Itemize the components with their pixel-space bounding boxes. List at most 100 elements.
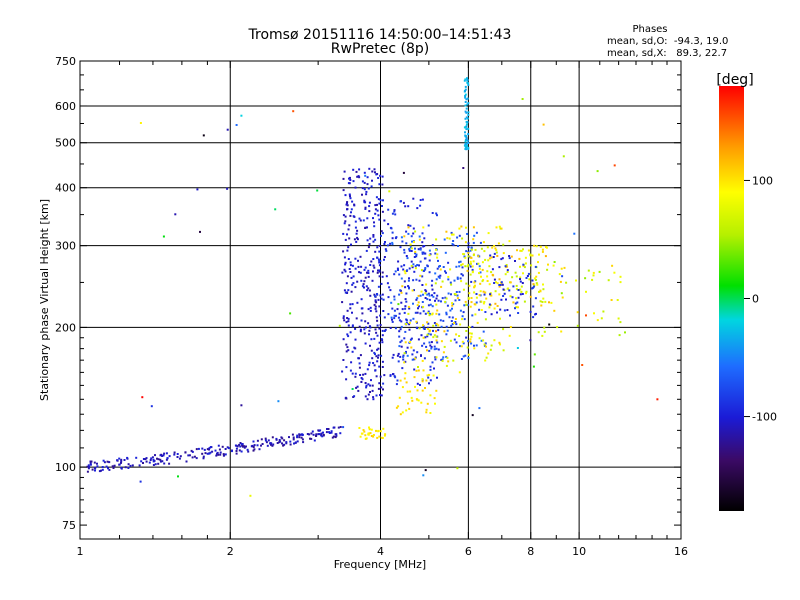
echo-point [455,341,458,344]
echo-point [344,263,347,266]
echo-point [460,225,463,228]
echo-point [459,345,461,348]
echo-point [372,217,374,220]
echo-point [319,429,322,432]
echo-point [361,180,364,183]
echo-point [506,309,509,311]
colorbar-tick-label: -100 [752,411,777,424]
echo-point [397,405,400,408]
echo-point [354,257,357,260]
echo-point [202,455,205,458]
echo-point [351,283,354,286]
echo-point [543,330,546,333]
echo-point [433,345,436,348]
echo-point [258,448,261,451]
echo-point [432,336,435,339]
echo-point [409,243,412,246]
echo-point [392,353,395,356]
echo-point [532,365,535,368]
echo-point [426,349,428,352]
echo-point [419,199,422,201]
echo-point [446,356,449,359]
echo-point [348,224,351,227]
echo-point [429,394,432,397]
echo-point [367,275,370,278]
echo-point [517,312,520,314]
echo-point [418,238,421,241]
echo-point [264,439,267,442]
echo-point [274,208,277,211]
echo-point [404,341,407,344]
echo-point [309,437,311,440]
echo-point [403,235,406,238]
echo-point [525,292,527,295]
echo-point [482,302,485,305]
echo-point [400,301,403,304]
echo-point [521,282,524,284]
echo-point [412,227,415,230]
echo-point [185,460,188,463]
echo-point [393,210,396,213]
echo-point [352,282,355,285]
echo-point [352,215,355,218]
echo-point [468,284,471,287]
echo-point [473,303,476,306]
echo-point [576,324,579,327]
echo-point [356,301,359,304]
echo-point [361,307,364,310]
echo-point [391,231,394,234]
echo-point [520,249,523,252]
echo-point [123,459,126,461]
echo-point [475,344,478,347]
echo-point [484,342,487,345]
echo-point [403,264,406,267]
echo-point [389,242,392,245]
echo-point [373,221,375,224]
echo-point [368,329,371,332]
echo-point [379,394,381,396]
echo-point [154,454,156,457]
echo-point [347,246,350,249]
echo-point [240,114,243,117]
echo-point [165,458,168,461]
echo-point [550,301,553,304]
echo-point [359,435,362,438]
echo-point [413,270,416,273]
echo-point [351,388,354,390]
echo-point [342,359,345,361]
echo-point [310,432,313,435]
echo-point [361,187,364,190]
echo-point [354,220,357,223]
echo-point [471,314,474,317]
echo-point [486,275,489,278]
echo-point [426,298,429,301]
echo-point [394,270,397,273]
echo-point [372,240,375,243]
echo-point [516,249,518,252]
echo-point [538,290,540,293]
echo-point [532,316,535,319]
echo-point [370,185,373,188]
echo-point [484,258,487,261]
echo-point [313,439,316,442]
echo-point [408,287,410,290]
echo-point [374,328,377,331]
echo-point [413,289,415,292]
echo-point [460,280,463,283]
echo-point [478,407,481,410]
echo-point [520,290,523,293]
echo-point [344,238,347,241]
echo-point [96,462,98,465]
echo-point [455,265,458,268]
echo-point [429,365,432,368]
echo-point [400,291,403,294]
echo-point [368,428,371,431]
echo-point [425,290,428,293]
echo-point [456,236,459,239]
echo-point [414,265,417,268]
echo-point [391,243,394,246]
echo-point [89,462,92,465]
echo-point [354,375,357,378]
echo-point [409,338,412,341]
echo-point [366,183,369,186]
